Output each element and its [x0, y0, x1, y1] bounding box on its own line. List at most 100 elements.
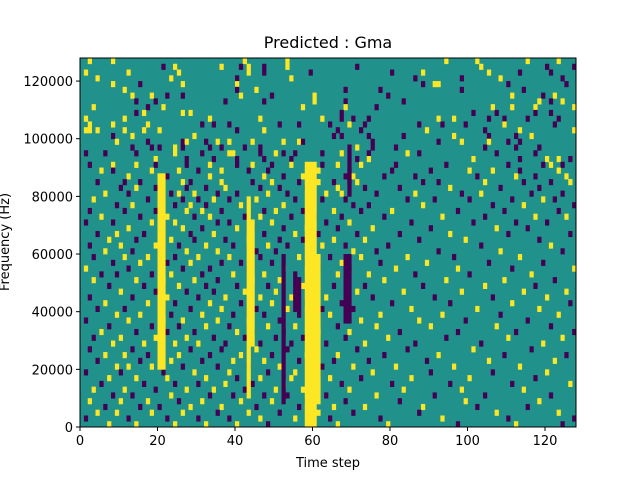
heatmap-cell [87, 242, 92, 249]
heatmap-cell [130, 92, 135, 99]
heatmap-cell [231, 150, 236, 157]
heatmap-cell [436, 352, 441, 359]
heatmap-cell [223, 340, 228, 347]
heatmap-cell [560, 190, 565, 197]
heatmap-cell [285, 305, 290, 313]
heatmap-cell [238, 398, 244, 405]
heatmap-cell [215, 219, 220, 226]
heatmap-cell [382, 352, 387, 359]
heatmap-cell [145, 398, 151, 405]
heatmap-cell [490, 202, 495, 209]
heatmap-cell [111, 392, 116, 399]
heatmap-cell [277, 277, 282, 284]
heatmap-cell [87, 127, 92, 134]
heatmap-cell [180, 92, 185, 99]
heatmap-cell [401, 386, 406, 393]
heatmap-cell [537, 184, 542, 191]
heatmap-cell [432, 196, 437, 203]
heatmap-cell [273, 334, 278, 341]
heatmap-cell [269, 259, 275, 266]
heatmap-cell [436, 248, 441, 255]
heatmap-cell [126, 190, 131, 197]
heatmap-cell [355, 144, 360, 151]
heatmap-cell [556, 311, 561, 318]
heatmap-cell [459, 75, 464, 82]
heatmap-cell [564, 213, 569, 220]
heatmap-cell [475, 305, 480, 313]
heatmap-cell [424, 127, 430, 134]
heatmap-cell [440, 121, 445, 128]
heatmap-cell [173, 340, 178, 347]
heatmap-cell [378, 259, 383, 266]
heatmap-cell [238, 202, 244, 209]
heatmap-cell [483, 179, 488, 186]
heatmap-cell [258, 150, 263, 157]
heatmap-cell [424, 357, 430, 364]
heatmap-cell [149, 363, 154, 370]
heatmap-cell [479, 63, 484, 70]
heatmap-cell [560, 421, 565, 428]
heatmap-cell [331, 207, 337, 215]
heatmap-cell [308, 69, 313, 76]
heatmap-cell [250, 380, 255, 387]
heatmap-cell [238, 92, 244, 99]
heatmap-cell [254, 196, 259, 203]
heatmap-cell [126, 317, 131, 324]
chart-title: Predicted : Gma [264, 33, 392, 52]
heatmap-cell [277, 317, 282, 324]
heatmap-cell [122, 352, 127, 359]
heatmap-cell [320, 363, 325, 370]
heatmap-cell [277, 236, 282, 243]
heatmap-cell [455, 328, 461, 336]
heatmap-cell [254, 305, 259, 313]
heatmap-cell [250, 138, 255, 145]
heatmap-cell [529, 132, 534, 140]
heatmap-cell [99, 271, 104, 278]
heatmap-cell [467, 271, 472, 278]
heatmap-cell [111, 121, 116, 128]
heatmap-cell [359, 254, 364, 261]
heatmap-cell [483, 213, 488, 220]
heatmap-cell [134, 375, 139, 382]
heatmap-cell [517, 156, 523, 163]
heatmap-cell [184, 184, 189, 191]
heatmap-cell [405, 196, 410, 203]
heatmap-cell [444, 161, 449, 168]
heatmap-cell [486, 138, 492, 145]
heatmap-cell [362, 282, 368, 289]
heatmap-cell [428, 167, 433, 174]
heatmap-cell [475, 58, 480, 65]
heatmap-cell [188, 259, 193, 266]
heatmap-cell [103, 352, 108, 359]
heatmap-cell [502, 277, 507, 284]
heatmap-cell [494, 323, 499, 330]
heatmap-cell [173, 219, 178, 226]
heatmap-cell [347, 328, 352, 336]
heatmap-cell [99, 328, 104, 336]
heatmap-cell [529, 346, 534, 353]
heatmap-cell [165, 294, 170, 301]
heatmap-cell [436, 179, 441, 186]
heatmap-cell [227, 150, 232, 157]
heatmap-cell [300, 138, 306, 145]
heatmap-cell [312, 92, 317, 99]
x-axis-label: Time step [295, 456, 360, 471]
heatmap-cell [114, 230, 120, 238]
heatmap-cell [118, 288, 123, 295]
heatmap-cell [362, 340, 368, 347]
heatmap-cell [223, 380, 228, 387]
heatmap-cell [537, 236, 542, 243]
heatmap-cells [80, 58, 577, 428]
heatmap-cell [246, 167, 251, 174]
heatmap-cell [417, 317, 422, 324]
heatmap-cell [176, 398, 182, 405]
y-axis-ticks: 0 20000 40000 60000 80000 100000 120000 [23, 75, 80, 436]
heatmap-cell [142, 127, 147, 134]
heatmap-cell [173, 300, 178, 307]
heatmap-cell [196, 254, 201, 261]
heatmap-cell [324, 294, 329, 301]
heatmap-cell [215, 409, 220, 416]
heatmap-cell [413, 75, 418, 82]
heatmap-cell [130, 248, 135, 255]
heatmap-cell [417, 121, 422, 128]
